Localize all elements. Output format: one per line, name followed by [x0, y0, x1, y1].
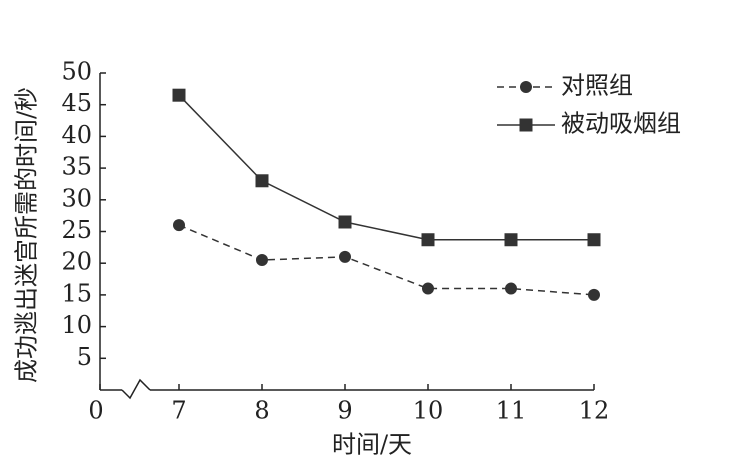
axis-break	[121, 378, 151, 400]
x-tick-label: 12	[579, 397, 610, 425]
y-tick-label: 20	[61, 248, 92, 276]
y-tick-label: 50	[61, 58, 92, 86]
legend-marker	[519, 118, 533, 132]
x-tick-label: 10	[413, 397, 444, 425]
series-line	[178, 94, 594, 241]
y-tick-label: 40	[61, 121, 92, 149]
marker	[338, 215, 352, 229]
series-line	[178, 224, 595, 296]
marker	[256, 254, 268, 267]
marker	[172, 88, 186, 102]
marker	[505, 282, 517, 295]
x-axis-label: 时间/天	[332, 431, 412, 459]
y-tick-label: 35	[61, 153, 92, 181]
x-tick-label: 0	[88, 397, 103, 425]
marker	[255, 174, 269, 188]
y-tick-label: 30	[61, 184, 92, 212]
marker	[587, 233, 601, 247]
y-tick-label: 5	[77, 343, 92, 371]
legend-marker	[520, 81, 532, 93]
x-tick-label: 8	[254, 397, 269, 425]
x-tick-label: 7	[171, 397, 186, 425]
x-tick-label: 11	[496, 397, 527, 425]
marker	[421, 233, 435, 247]
legend-label: 对照组	[561, 72, 633, 100]
y-tick-label: 45	[61, 89, 92, 117]
marker	[173, 219, 185, 232]
legend-label: 被动吸烟组	[561, 110, 681, 138]
y-tick-label: 15	[61, 279, 92, 307]
marker	[339, 250, 351, 263]
y-axis-label: 成功逃出迷宫所需的时间/秒	[13, 87, 41, 383]
marker	[504, 233, 518, 247]
marker	[422, 282, 434, 295]
y-tick-label: 10	[61, 311, 92, 339]
x-tick-label: 9	[337, 397, 352, 425]
y-tick-label: 25	[61, 216, 92, 244]
marker	[588, 288, 600, 301]
